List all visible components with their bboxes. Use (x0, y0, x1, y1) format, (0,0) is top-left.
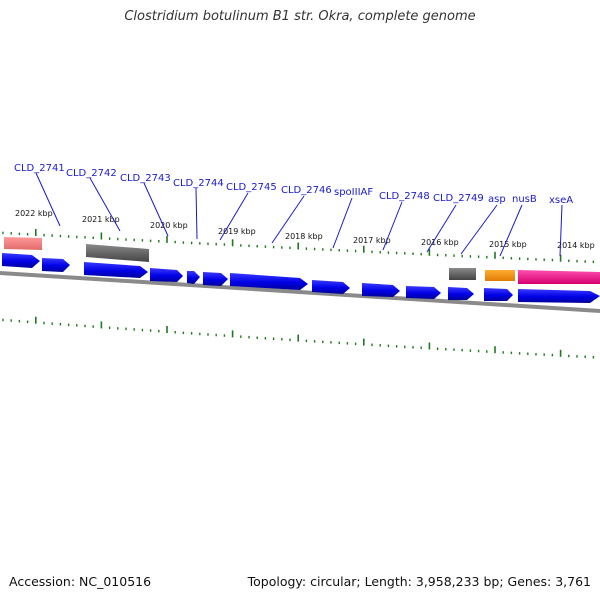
kbp-label-2020: 2020 kbp (150, 221, 188, 230)
gene-label-spoiiiaf: spoIIIAF (334, 187, 373, 198)
kbp-label-2022: 2022 kbp (15, 209, 53, 218)
gene-label-cld-2748: CLD_2748 (379, 191, 430, 202)
gene-label-asp: asp (488, 194, 506, 205)
map-title: Clostridium botulinum B1 str. Okra, comp… (124, 9, 476, 24)
cds-arrow (362, 283, 400, 297)
kbp-label-2018: 2018 kbp (285, 232, 323, 241)
cds-arrow (42, 258, 70, 272)
kbp-label-2017: 2017 kbp (353, 236, 391, 245)
gene-track (4, 237, 600, 284)
cds-track (2, 253, 600, 303)
gene-feature-pink (4, 237, 42, 250)
cds-arrow (150, 268, 183, 282)
cds-arrow (203, 272, 228, 286)
accession-text: Accession: NC_010516 (9, 574, 152, 589)
gene-label-cld-2742: CLD_2742 (66, 168, 117, 179)
gene-feature-grey (86, 244, 149, 262)
gene-labels: CLD_2741 CLD_2742 CLD_2743 CLD_2744 CLD_… (14, 163, 573, 206)
cds-arrow (84, 262, 148, 278)
leader-line (195, 187, 198, 240)
kbp-label-2019: 2019 kbp (218, 227, 256, 236)
cds-arrow (484, 288, 513, 301)
gene-label-nusb: nusB (512, 194, 537, 205)
leader-line (559, 204, 563, 257)
kbp-label-2021: 2021 kbp (82, 215, 120, 224)
leader-line (382, 201, 403, 251)
outer-tick-row (2, 229, 595, 264)
cds-arrow (406, 286, 441, 299)
kbp-label-2015: 2015 kbp (489, 240, 527, 249)
leader-line (499, 204, 523, 257)
gene-label-cld-2749: CLD_2749 (433, 193, 484, 204)
leader-line (219, 192, 249, 241)
cds-arrow (230, 273, 308, 290)
leader-line (35, 172, 61, 227)
leader-line (143, 182, 169, 237)
gene-label-xsea: xseA (549, 195, 573, 206)
leader-line (89, 177, 121, 232)
genome-backbone (0, 271, 600, 313)
gene-feature-magenta (518, 270, 600, 284)
gene-label-cld-2744: CLD_2744 (173, 178, 224, 189)
cds-arrow (518, 289, 600, 303)
scale-labels: 2022 kbp 2021 kbp 2020 kbp 2019 kbp 2018… (15, 209, 595, 250)
cds-arrow (2, 253, 40, 268)
cds-arrow (187, 271, 200, 284)
cds-arrow (448, 287, 474, 300)
label-leader-lines (35, 172, 563, 257)
leader-line (271, 195, 305, 244)
gene-label-cld-2745: CLD_2745 (226, 182, 277, 193)
gene-feature-orange (485, 270, 515, 281)
genome-summary-text: Topology: circular; Length: 3,958,233 bp… (247, 574, 591, 589)
inner-tick-row (2, 316, 595, 359)
leader-line (332, 197, 353, 249)
gene-label-cld-2746: CLD_2746 (281, 185, 332, 196)
gene-label-cld-2743: CLD_2743 (120, 173, 171, 184)
cds-arrow (312, 280, 350, 294)
kbp-label-2014: 2014 kbp (557, 241, 595, 250)
kbp-label-2016: 2016 kbp (421, 238, 459, 247)
gene-feature-grey (449, 268, 476, 280)
leader-line (460, 204, 498, 255)
gene-label-cld-2741: CLD_2741 (14, 163, 65, 174)
leader-line (426, 204, 457, 253)
